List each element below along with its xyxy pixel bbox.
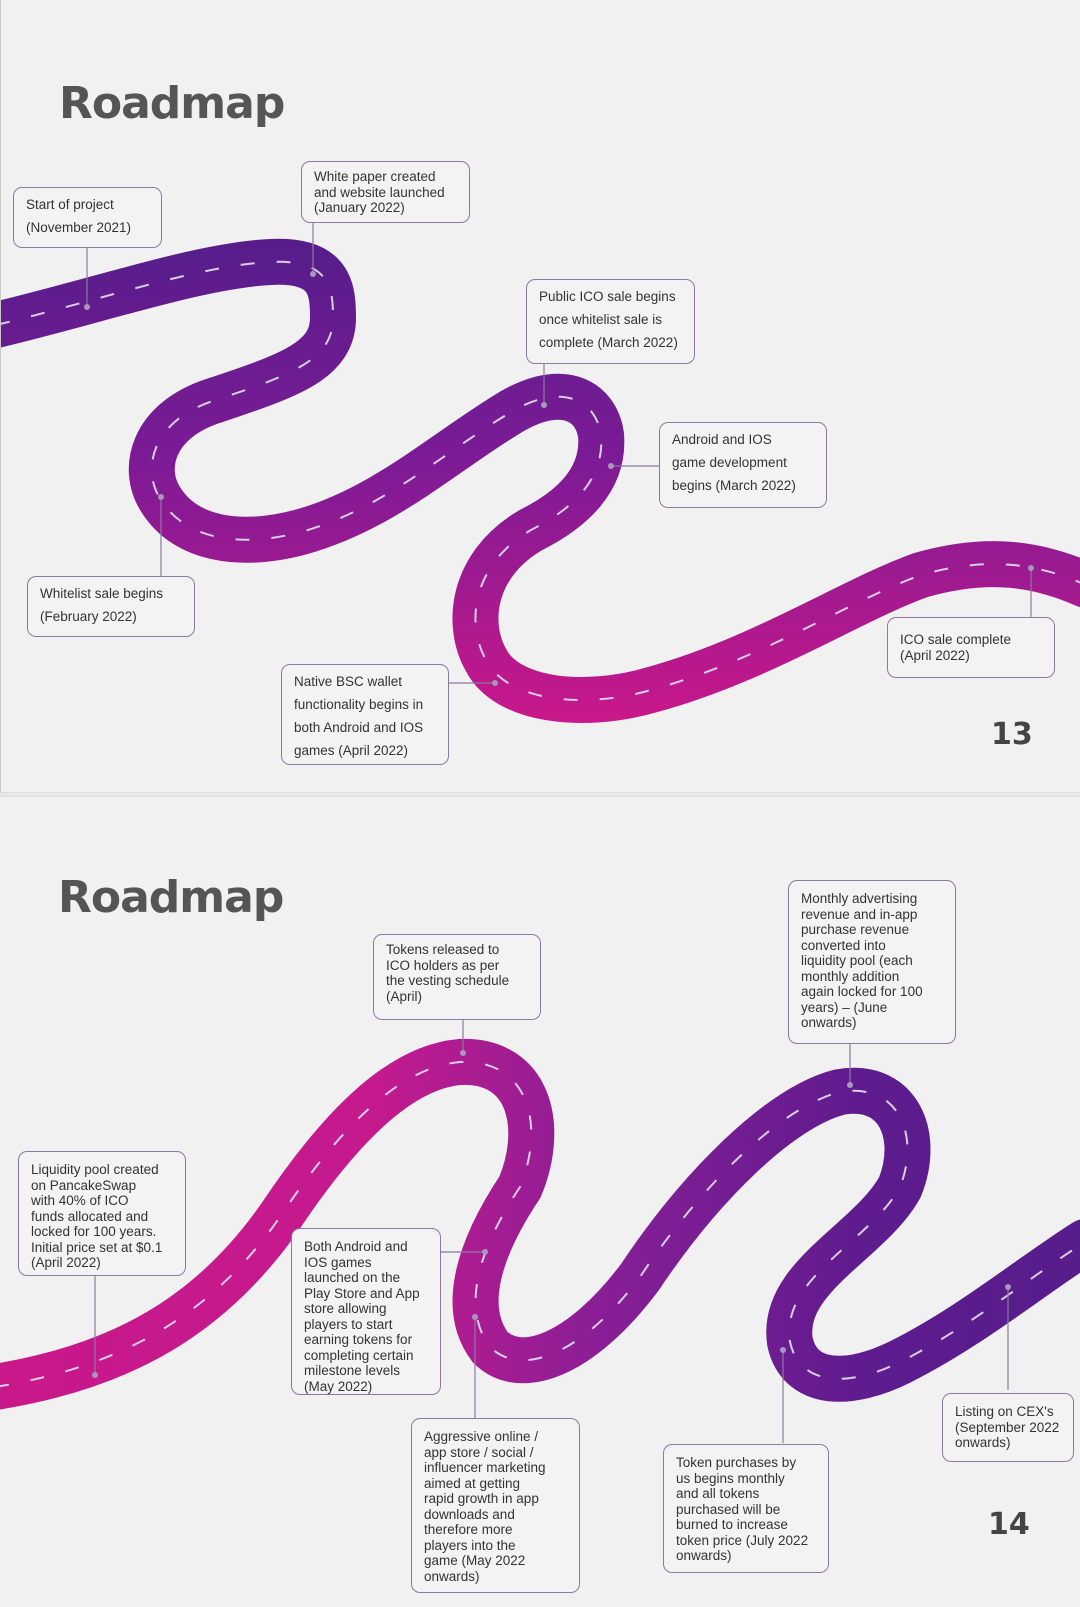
connector-dots (84, 271, 1034, 686)
milestone-public-ico: Public ICO sale begins once whitelist sa… (526, 279, 695, 364)
milestone-aggressive-marketing: Aggressive online / app store / social /… (411, 1418, 580, 1593)
road-centerline (0, 1060, 1080, 1388)
milestone-monthly-revenue: Monthly advertising revenue and in-app p… (788, 880, 956, 1044)
road-graphic (1, 216, 1080, 723)
milestone-cex-listing: Listing on CEX's (September 2022 onwards… (942, 1393, 1074, 1462)
page-divider (0, 792, 1080, 797)
connector-lines (86, 216, 1032, 684)
page-title: Roadmap (58, 872, 284, 923)
milestone-token-purchases: Token purchases by us begins monthly and… (663, 1444, 829, 1573)
roadmap-page-13: Roadmap Start of project (November 2021)… (0, 0, 1080, 792)
milestone-white-paper: White paper created and website launched… (301, 161, 470, 223)
milestone-start-of-project: Start of project (November 2021) (13, 187, 162, 248)
page-title: Roadmap (59, 78, 285, 129)
connector-lines (94, 1015, 1009, 1443)
milestone-liquidity-pool: Liquidity pool created on PancakeSwap wi… (18, 1151, 186, 1276)
connector-dots (92, 1050, 1011, 1378)
road-centerline (1, 260, 1080, 701)
milestone-bsc-wallet: Native BSC wallet functionality begins i… (281, 664, 449, 765)
page-number: 14 (988, 1507, 1030, 1542)
milestone-ico-complete: ICO sale complete (April 2022) (887, 617, 1055, 678)
milestone-game-development: Android and IOS game development begins … (659, 422, 827, 508)
milestone-whitelist-sale: Whitelist sale begins (February 2022) (27, 576, 195, 637)
milestone-games-launched: Both Android and IOS games launched on t… (291, 1228, 441, 1395)
road-graphic (0, 1015, 1080, 1443)
roadmap-page-14: Roadmap Tokens released to ICO holders a… (0, 797, 1080, 1607)
page-number: 13 (991, 717, 1033, 752)
milestone-tokens-released: Tokens released to ICO holders as per th… (373, 934, 541, 1020)
